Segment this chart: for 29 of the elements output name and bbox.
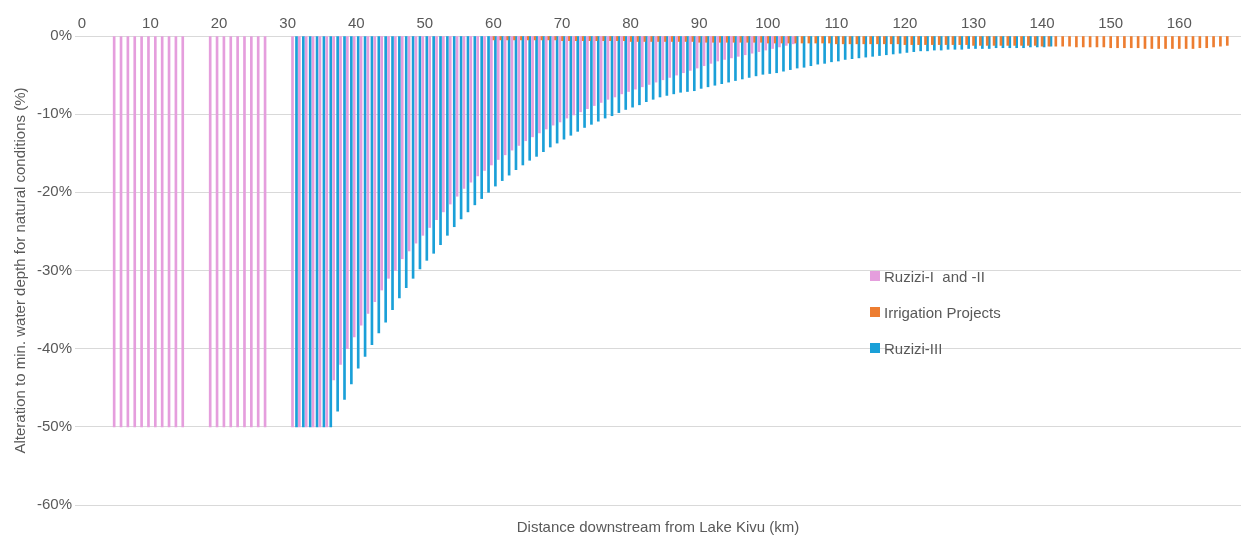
legend-label: Irrigation Projects <box>884 303 1001 321</box>
y-tick-label: 0% <box>50 26 73 44</box>
x-tick-label: 40 <box>347 14 365 32</box>
y-tick-label: -40% <box>36 338 73 356</box>
x-tick-label: 70 <box>553 14 571 32</box>
x-tick-label: 130 <box>960 14 987 32</box>
y-tick-label: -10% <box>36 104 73 122</box>
x-tick-label: 50 <box>416 14 434 32</box>
x-tick-label: 90 <box>690 14 708 32</box>
x-tick-label: 110 <box>824 14 849 32</box>
x-tick-label: 80 <box>622 14 639 32</box>
x-tick-label: 30 <box>279 14 296 32</box>
x-tick-label: 100 <box>755 14 781 32</box>
y-axis-title: Alteration to min. water depth for natural conditions (%) <box>11 87 29 454</box>
x-tick-label: 20 <box>210 14 228 32</box>
x-tick-label: 60 <box>485 14 502 32</box>
x-tick-label: 160 <box>1166 14 1192 32</box>
x-tick-label: 120 <box>892 14 918 32</box>
y-tick-label: -20% <box>36 182 73 200</box>
y-tick-label: -50% <box>36 416 73 434</box>
x-tick-label: 10 <box>142 14 159 32</box>
x-tick-label: 140 <box>1029 14 1055 32</box>
x-tick-label: 150 <box>1098 14 1124 32</box>
legend-label: Ruzizi-III <box>884 339 943 357</box>
x-tick-label: 0 <box>77 14 87 32</box>
x-axis-title: Distance downstream from Lake Kivu (km) <box>516 517 800 535</box>
y-tick-label: -30% <box>36 260 73 278</box>
y-tick-label: -60% <box>36 495 73 513</box>
legend-label: Ruzizi-I and -II <box>884 267 985 285</box>
